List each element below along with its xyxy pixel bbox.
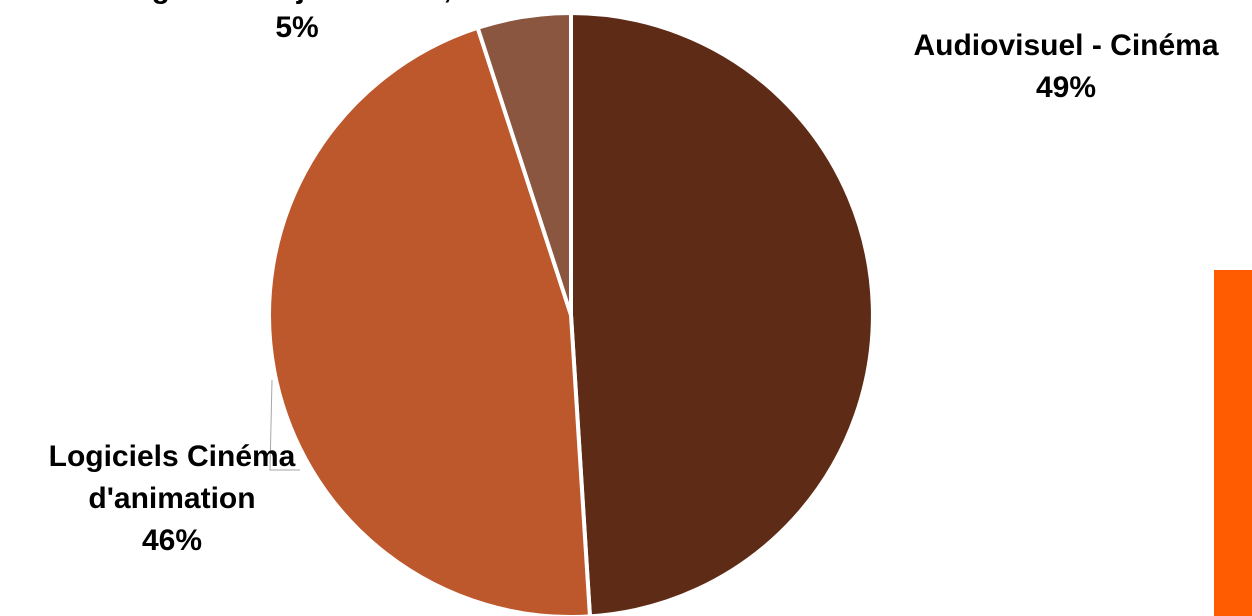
label-logiciels-line2: d'animation (88, 482, 255, 515)
pie-slice-1 (267, 25, 592, 616)
pie-slice-0 (569, 11, 875, 616)
decorative-side-bar (1214, 270, 1252, 616)
label-logiciels-percent: 46% (142, 524, 202, 557)
pie-slices (267, 11, 875, 616)
label-audiovisuel-percent: 49% (1036, 71, 1096, 104)
label-audiovisuel-name: Audiovisuel - Cinéma (913, 29, 1218, 62)
leader-line-logiciels (269, 379, 300, 471)
label-jeux-name: Logiciels de jeux vidéo, ... (115, 0, 485, 5)
pie-slice-2 (475, 11, 573, 317)
label-jeux-percent: 5% (275, 11, 318, 44)
label-logiciels-line1: Logiciels Cinéma (49, 440, 296, 473)
